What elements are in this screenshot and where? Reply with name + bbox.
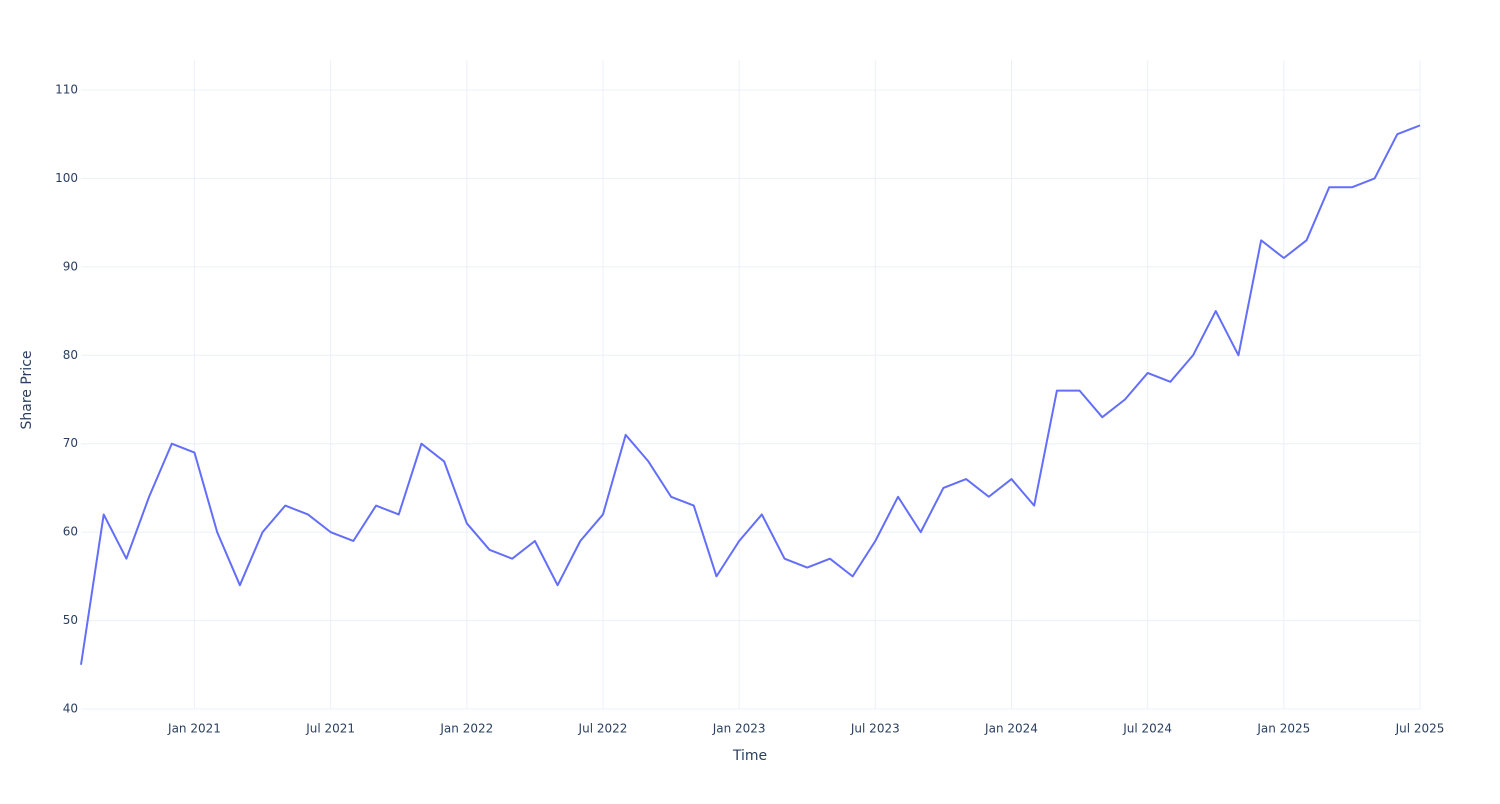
line [80, 124, 1421, 665]
x-tick-label: Jan 2023 [712, 722, 766, 736]
y-tick-label: 40 [63, 702, 78, 716]
y-tick-label: 110 [55, 83, 78, 97]
y-tick-label: 50 [63, 613, 78, 627]
x-tick-label: Jan 2025 [1256, 722, 1310, 736]
y-tick-label: 80 [63, 348, 78, 362]
y-tick-label: 90 [63, 259, 78, 273]
y-tick-label: 100 [55, 171, 78, 185]
x-tick-label: Jul 2024 [1122, 722, 1172, 736]
x-tick-label: Jan 2024 [984, 722, 1038, 736]
y-tick-label: 60 [63, 525, 78, 539]
x-axis-title: Time [732, 748, 767, 764]
x-tick-label: Jul 2021 [305, 722, 355, 736]
y-axis-title: Share Price [19, 350, 35, 429]
x-tick-label: Jul 2022 [578, 722, 628, 736]
x-tick-label: Jul 2023 [850, 722, 900, 736]
y-tick-label: 70 [63, 436, 78, 450]
x-tick-label: Jan 2022 [439, 722, 493, 736]
x-tick-label: Jan 2021 [167, 722, 221, 736]
x-tick-label: Jul 2025 [1395, 722, 1445, 736]
